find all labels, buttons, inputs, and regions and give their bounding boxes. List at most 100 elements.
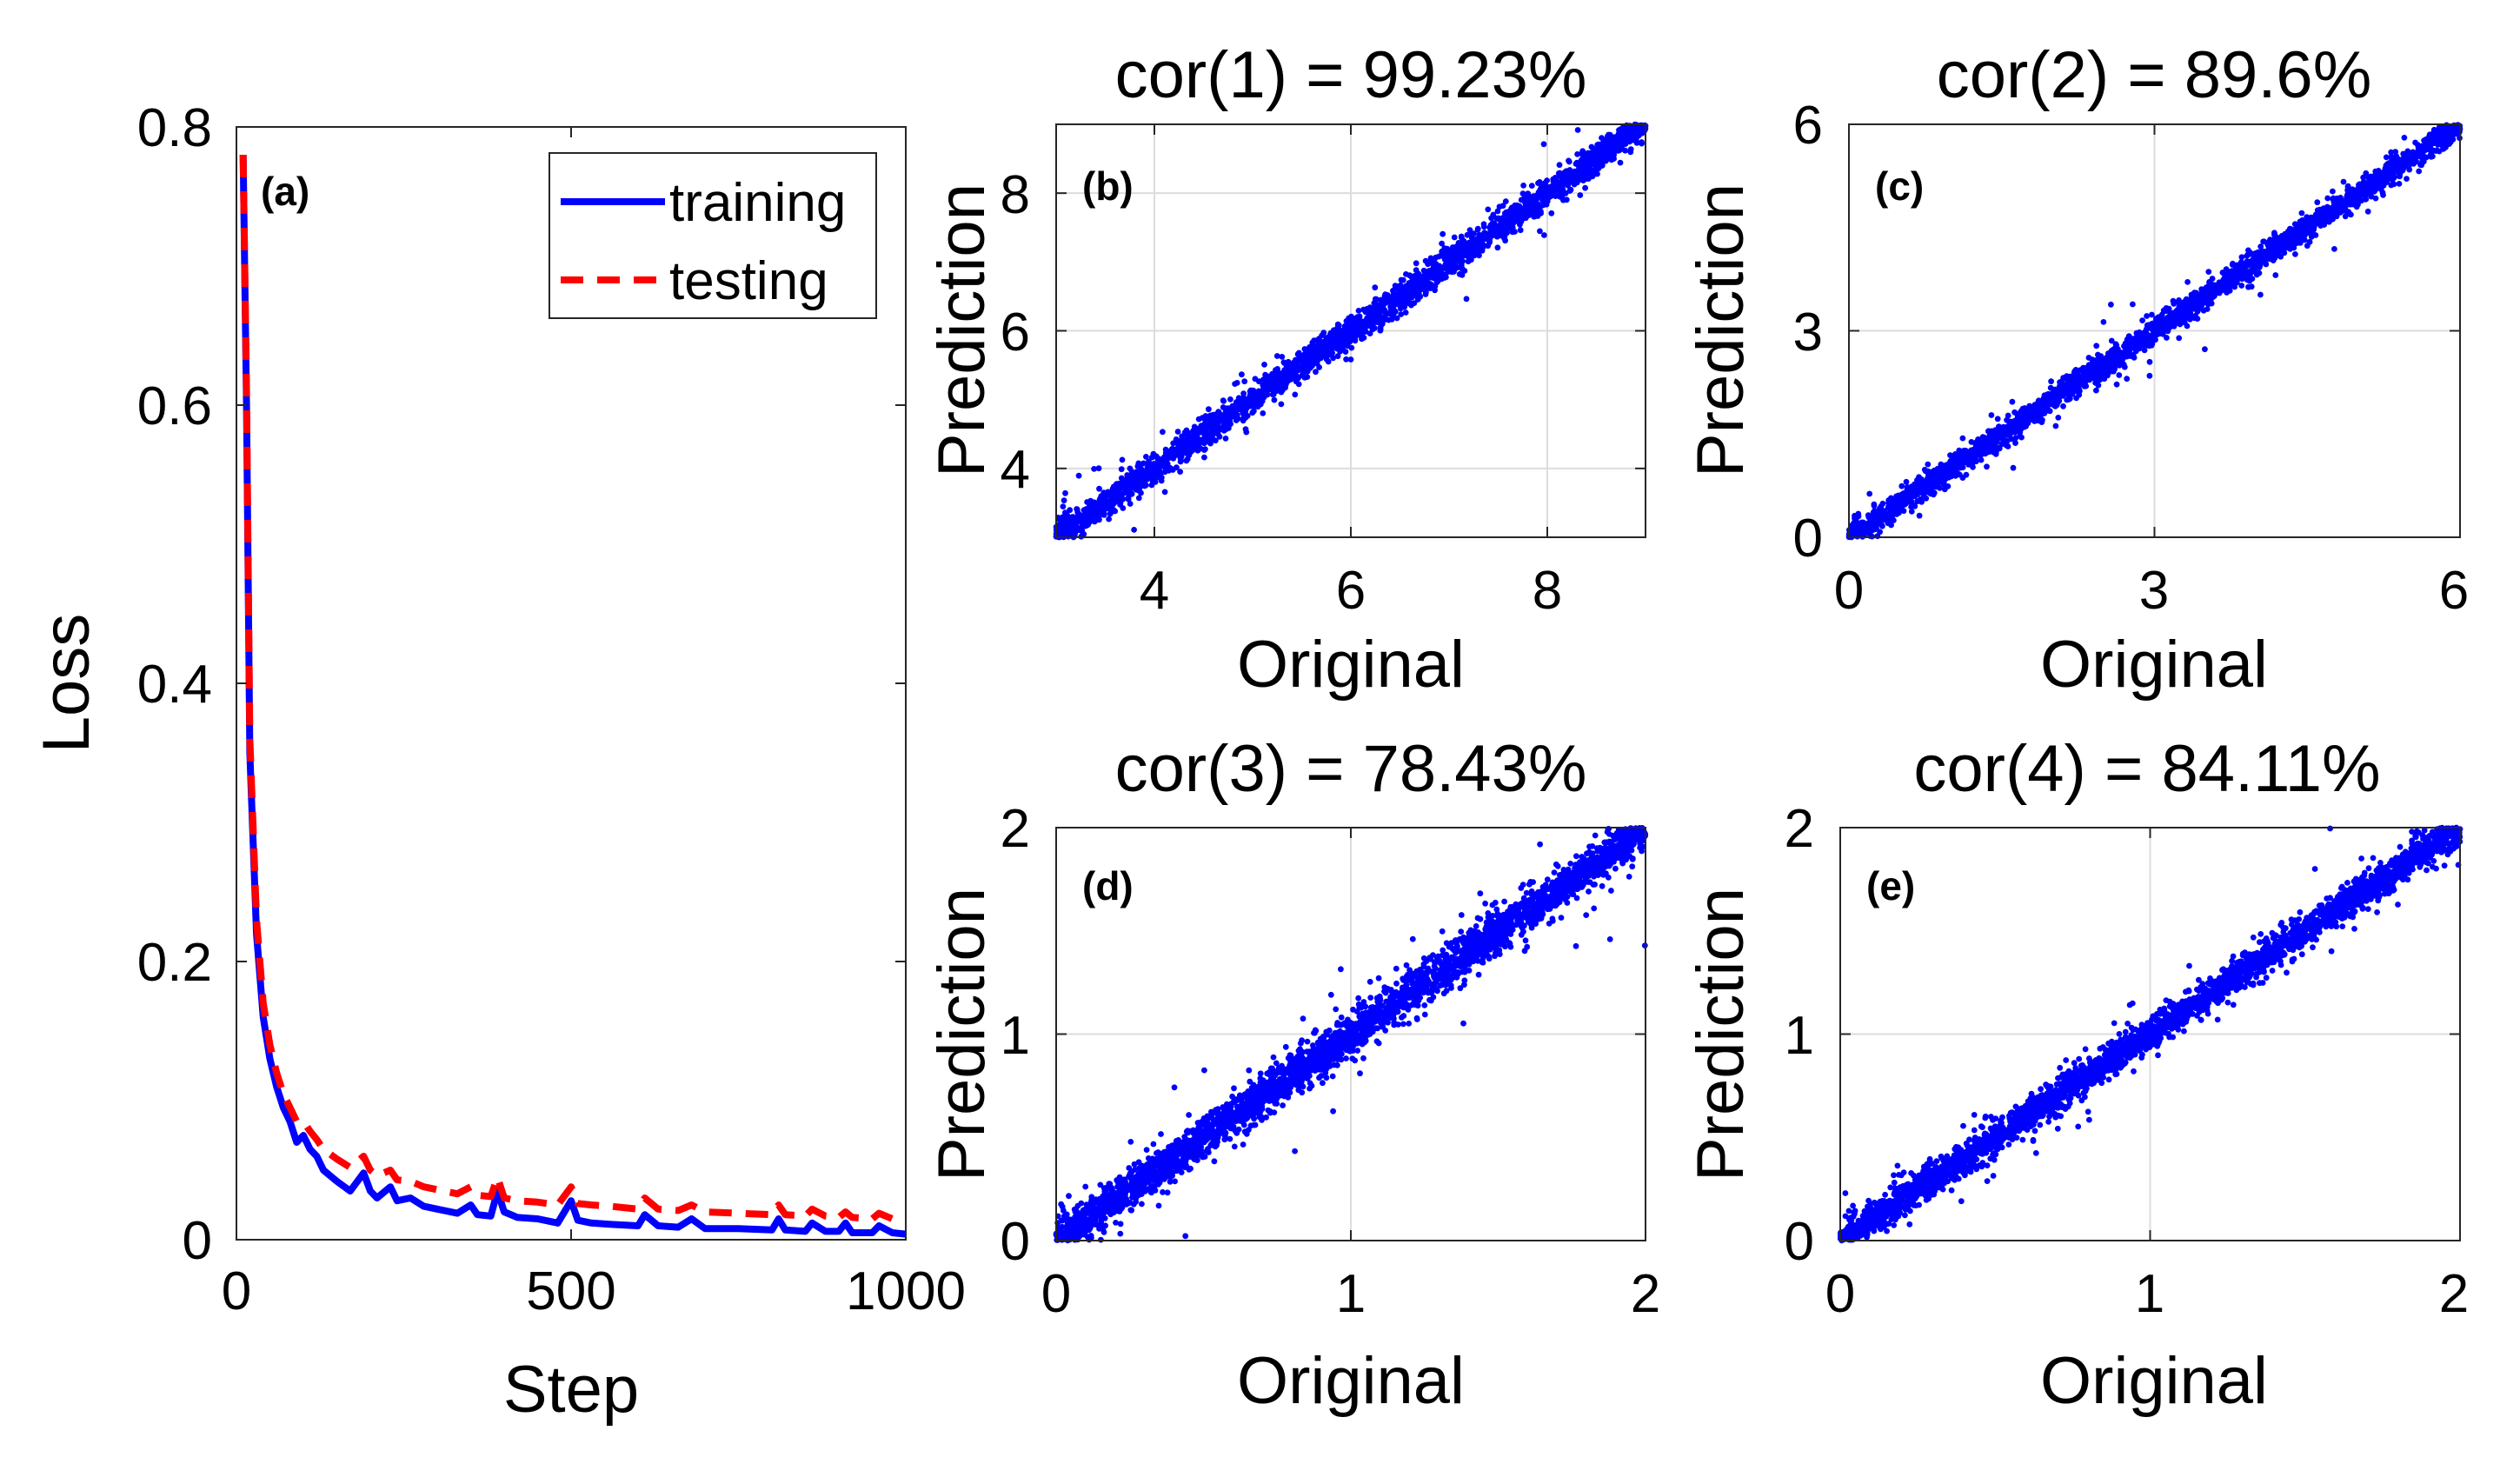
scatter-point	[1925, 461, 1932, 468]
scatter-point	[1061, 497, 1067, 503]
panel-b-plot	[1053, 121, 1649, 541]
scatter-point	[1582, 184, 1588, 191]
scatter-point	[1542, 183, 1549, 190]
scatter-point	[1120, 505, 1127, 511]
scatter-point	[1930, 491, 1937, 498]
scatter-point	[1269, 391, 1276, 398]
scatter-point	[1240, 390, 1247, 397]
scatter-point	[1295, 349, 1302, 356]
scatter-point	[1340, 342, 1346, 349]
scatter-point	[1513, 202, 1520, 209]
scatter-point	[1341, 323, 1348, 329]
scatter-point	[1918, 499, 1925, 505]
scatter-point	[1260, 394, 1267, 401]
scatter-point	[1959, 435, 1966, 442]
scatter-point	[1195, 416, 1202, 423]
scatter-point	[1325, 358, 1332, 365]
scatter-point	[1322, 342, 1329, 349]
scatter-point	[1378, 319, 1385, 326]
scatter-point	[1536, 179, 1543, 185]
scatter-point	[1120, 478, 1127, 485]
scatter-point	[2257, 243, 2264, 250]
legend: training testing	[549, 152, 877, 319]
scatter-point	[1492, 223, 1498, 230]
scatter-point	[1105, 489, 1111, 496]
scatter-point	[1420, 275, 1427, 282]
scatter-point	[2108, 301, 2114, 308]
scatter-point	[1557, 191, 1564, 198]
scatter-point	[1461, 268, 1468, 274]
scatter-point	[1250, 389, 1257, 396]
scatter-point	[1187, 449, 1194, 456]
scatter-point	[1467, 242, 1473, 248]
scatter-point	[1394, 291, 1400, 297]
scatter-point	[2004, 416, 2011, 423]
panel-c-plot	[1845, 122, 2463, 541]
scatter-point	[1260, 410, 1267, 416]
scatter-point	[1071, 524, 1078, 531]
scatter-point	[1494, 244, 1501, 251]
scatter-point	[2017, 433, 2024, 439]
panel-b-ytick-1: 6	[1001, 303, 1030, 363]
scatter-point	[1336, 336, 1342, 343]
scatter-point	[2238, 254, 2245, 261]
scatter-point	[1158, 477, 1165, 484]
scatter-point	[1243, 396, 1250, 403]
scatter-point	[1541, 232, 1547, 238]
scatter-point	[1888, 522, 1895, 529]
scatter-point	[2245, 283, 2251, 290]
scatter-point	[1485, 206, 1492, 213]
panel-a-ytick-0: 0	[183, 1211, 212, 1271]
scatter-point	[1215, 409, 1222, 416]
scatter-point	[1603, 150, 1610, 156]
scatter-point	[1945, 483, 1952, 489]
scatter-point	[1201, 454, 1207, 461]
scatter-point	[1167, 465, 1174, 471]
scatter-point	[1583, 174, 1589, 181]
scatter-point	[2144, 313, 2151, 319]
scatter-point	[1092, 517, 1099, 524]
scatter-point	[2401, 135, 2408, 141]
scatter-point	[1200, 415, 1207, 422]
scatter-point	[2146, 372, 2153, 379]
scatter-point	[1108, 509, 1115, 515]
scatter-point	[1328, 350, 1335, 356]
scatter-point	[1402, 309, 1409, 316]
scatter-point	[1622, 147, 1628, 154]
scatter-point	[1413, 260, 1420, 267]
scatter-point	[1566, 158, 1573, 165]
scatter-point	[1579, 168, 1586, 175]
scatter-point	[1298, 365, 1305, 372]
scatter-point	[1347, 356, 1354, 363]
scatter-point	[1306, 361, 1313, 368]
scatter-point	[2364, 208, 2371, 215]
scatter-point	[2184, 323, 2191, 329]
scatter-point	[1525, 212, 1531, 219]
scatter-point	[2010, 464, 2017, 471]
scatter-point	[1972, 455, 1978, 462]
scatter-point	[1455, 251, 1462, 258]
scatter-point	[1908, 503, 1915, 510]
scatter-point	[2363, 180, 2370, 187]
scatter-point	[1292, 391, 1299, 398]
scatter-point	[1091, 466, 1097, 472]
scatter-point	[2009, 398, 2016, 405]
scatter-point	[1167, 454, 1174, 461]
scatter-point	[1220, 398, 1227, 404]
scatter-point	[1406, 284, 1413, 291]
scatter-point	[1463, 296, 1470, 303]
scatter-point	[1346, 317, 1353, 324]
scatter-point	[1633, 138, 1639, 145]
panel-b-tag: (b)	[1082, 163, 1134, 209]
scatter-point	[1183, 437, 1189, 443]
scatter-point	[1433, 279, 1440, 286]
scatter-point	[1243, 429, 1250, 436]
scatter-point	[1566, 188, 1573, 194]
scatter-point	[1446, 256, 1453, 262]
scatter-point	[1194, 447, 1201, 454]
scatter-point	[2426, 131, 2433, 138]
scatter-point	[2100, 319, 2107, 325]
scatter-point	[1994, 416, 2001, 423]
scatter-point	[1122, 489, 1128, 496]
scatter-point	[1528, 183, 1535, 190]
